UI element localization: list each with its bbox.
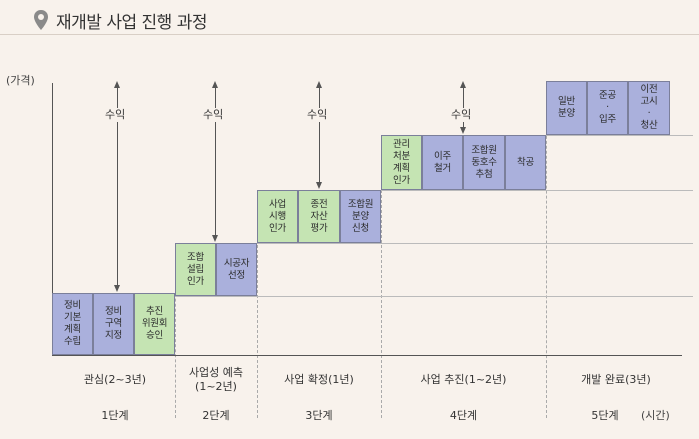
- stage-period: 사업성 예측 (1~2년): [188, 366, 244, 393]
- step-box: 추진 위원회 승인: [134, 293, 175, 355]
- title-row: 재개발 사업 진행 과정: [33, 8, 207, 33]
- step-box: 일반 분양: [546, 81, 587, 135]
- stage-divider-3: [381, 135, 382, 418]
- stage-period: 관심(2~3년): [83, 373, 147, 386]
- step-box: 종전 자산 평가: [298, 190, 340, 243]
- arrow-up-icon: [212, 81, 218, 88]
- stage-period: 사업 확정(1년): [284, 373, 354, 386]
- profit-label: 수익: [306, 108, 329, 122]
- step-box: 이전 고시 · 청산: [628, 81, 670, 135]
- y-axis: [52, 83, 53, 356]
- step-baseline-4: [381, 190, 693, 191]
- arrow-up-icon: [460, 81, 466, 88]
- step-box: 조합원 분양 신청: [340, 190, 381, 243]
- location-pin-icon: [34, 10, 48, 30]
- profit-label: 수익: [450, 108, 473, 122]
- step-box: 관리 처분 계획 인가: [381, 135, 422, 190]
- step-box: 착공: [505, 135, 546, 190]
- stage-name: 4단계: [449, 409, 478, 422]
- step-box: 사업 시행 인가: [257, 190, 298, 243]
- arrow-up-icon: [114, 81, 120, 88]
- step-box: 준공 · 입주: [587, 81, 628, 135]
- arrow-down-icon: [212, 235, 218, 242]
- step-box: 시공자 선정: [216, 243, 257, 296]
- stage-period: 사업 추진(1~2년): [420, 373, 507, 386]
- y-axis-label: (가격): [6, 74, 35, 87]
- profit-arrow: [215, 87, 216, 236]
- stage-name: 3단계: [305, 409, 333, 422]
- profit-label: 수익: [202, 108, 225, 122]
- stage-name: 5단계: [591, 409, 619, 422]
- stage-name: 1단계: [101, 409, 129, 422]
- arrow-up-icon: [316, 81, 322, 88]
- step-box: 조합 설립 인가: [175, 243, 216, 296]
- stage-name: 2단계: [202, 409, 230, 422]
- stage-divider-1: [175, 243, 176, 418]
- step-baseline-3: [257, 243, 693, 244]
- arrow-down-icon: [114, 285, 120, 292]
- stage-divider-2: [257, 190, 258, 418]
- x-axis: [52, 355, 682, 356]
- x-axis-label: (시간): [641, 409, 670, 422]
- stage-divider-4: [546, 81, 547, 418]
- step-box: 정비 구역 지정: [93, 293, 134, 355]
- title-divider: [0, 34, 699, 35]
- profit-label: 수익: [104, 108, 127, 122]
- step-box: 조합원 동호수 추첨: [463, 135, 505, 190]
- profit-arrow: [463, 87, 464, 128]
- arrow-down-icon: [316, 182, 322, 189]
- arrow-down-icon: [460, 127, 466, 134]
- step-baseline-5: [546, 135, 693, 136]
- profit-arrow: [117, 87, 118, 286]
- page-title: 재개발 사업 진행 과정: [56, 12, 207, 33]
- step-box: 정비 기본 계획 수립: [52, 293, 93, 355]
- profit-arrow: [319, 87, 320, 183]
- step-box: 이주 철거: [422, 135, 463, 190]
- step-baseline-2: [175, 296, 693, 297]
- stage-period: 개발 완료(3년): [581, 373, 651, 386]
